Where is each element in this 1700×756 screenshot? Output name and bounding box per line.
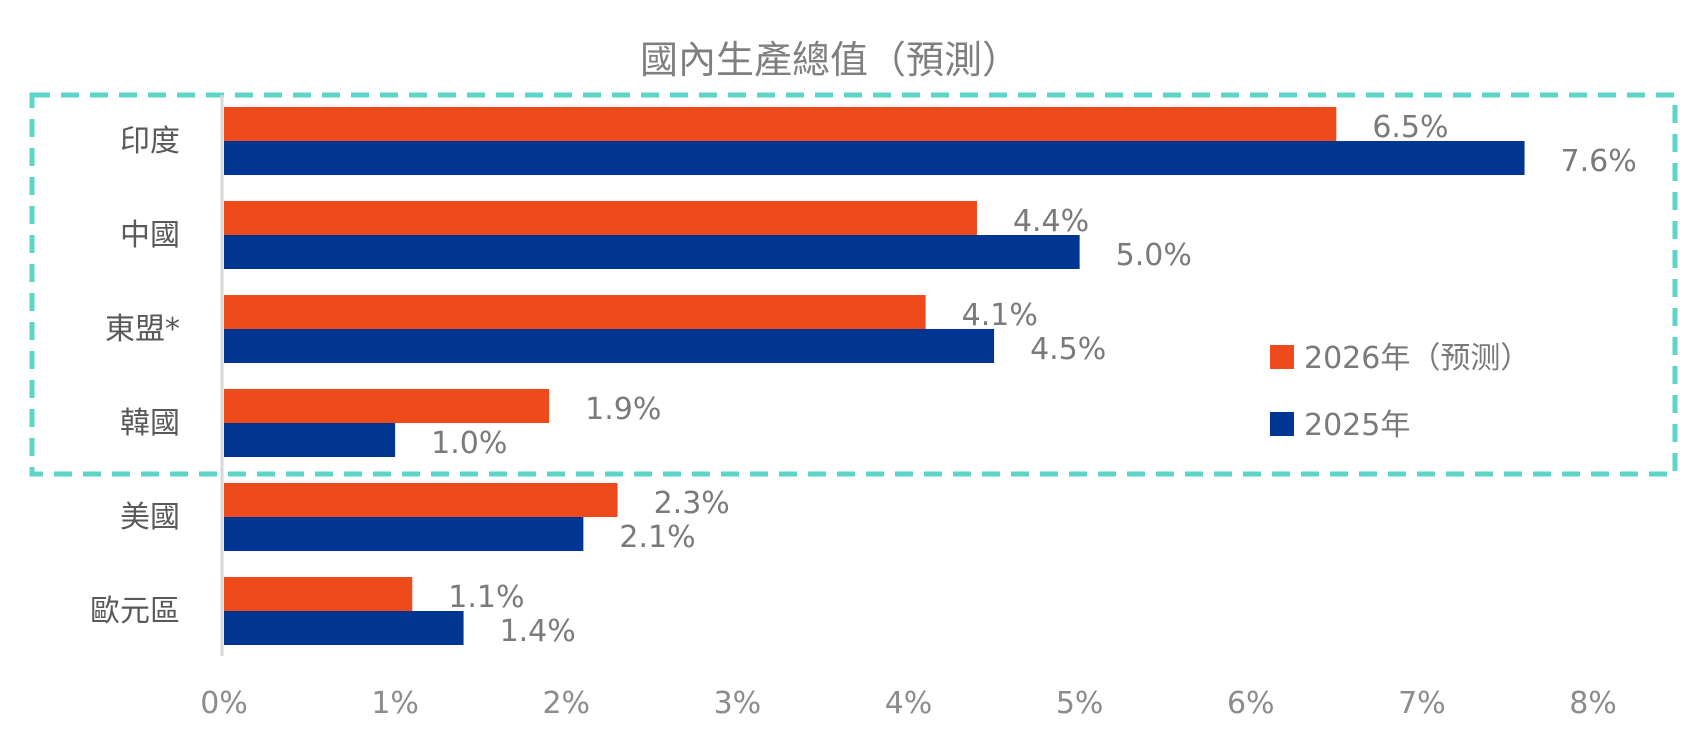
bars-group xyxy=(224,107,1525,645)
x-tick-7: 7% xyxy=(1398,686,1446,721)
data-label-2026-4: 2.3% xyxy=(654,486,730,521)
legend-label-2026: 2026年（预测） xyxy=(1304,341,1530,376)
category-label-2: 東盟* xyxy=(105,312,180,347)
bar-2025-1 xyxy=(224,235,1080,269)
legend-swatch-2025 xyxy=(1270,412,1294,436)
x-tick-2: 2% xyxy=(542,686,590,721)
highlight-box xyxy=(29,92,1678,477)
category-label-0: 印度 xyxy=(120,124,180,159)
data-label-2026-1: 4.4% xyxy=(1013,204,1089,239)
data-label-2025-4: 2.1% xyxy=(619,520,695,555)
category-label-5: 歐元區 xyxy=(90,594,180,629)
bar-2025-3 xyxy=(224,423,396,457)
x-tick-8: 8% xyxy=(1569,686,1617,721)
bar-2025-0 xyxy=(224,141,1525,175)
bar-2026-4 xyxy=(224,483,618,517)
data-label-2026-2: 4.1% xyxy=(962,298,1038,333)
legend: 2026年（预测） 2025年 xyxy=(1270,341,1530,443)
data-label-2025-3: 1.0% xyxy=(431,426,507,461)
x-tick-labels: 0% 1% 2% 3% 4% 5% 6% 7% 8% xyxy=(200,686,1617,721)
x-tick-0: 0% xyxy=(200,686,248,721)
bar-2026-0 xyxy=(224,107,1337,141)
data-label-2025-2: 4.5% xyxy=(1030,332,1106,367)
data-label-2026-3: 1.9% xyxy=(585,392,661,427)
category-label-1: 中國 xyxy=(120,218,180,253)
chart-title: 國內生產總值（預測） xyxy=(640,38,1020,82)
data-label-2025-1: 5.0% xyxy=(1116,238,1192,273)
x-tick-6: 6% xyxy=(1227,686,1275,721)
data-label-2026-0: 6.5% xyxy=(1372,110,1448,145)
data-label-2025-5: 1.4% xyxy=(500,614,576,649)
x-tick-5: 5% xyxy=(1056,686,1104,721)
bar-2025-4 xyxy=(224,517,584,551)
x-tick-1: 1% xyxy=(371,686,419,721)
bar-2025-2 xyxy=(224,329,995,363)
data-labels: 6.5% 7.6% 4.4% 5.0% 4.1%4.5% 1.9% 1.0% 2.3%2.1%… xyxy=(431,110,1637,649)
x-tick-3: 3% xyxy=(714,686,762,721)
category-label-3: 韓國 xyxy=(120,406,180,441)
x-tick-4: 4% xyxy=(885,686,933,721)
bar-2026-5 xyxy=(224,577,413,611)
bar-2026-3 xyxy=(224,389,550,423)
category-label-4: 美國 xyxy=(120,500,180,535)
legend-label-2025: 2025年 xyxy=(1304,408,1410,443)
bar-2025-5 xyxy=(224,611,464,645)
legend-swatch-2026 xyxy=(1270,345,1294,369)
bar-2026-1 xyxy=(224,201,977,235)
data-label-2026-5: 1.1% xyxy=(448,580,524,615)
data-label-2025-0: 7.6% xyxy=(1561,144,1637,179)
bar-2026-2 xyxy=(224,295,926,329)
